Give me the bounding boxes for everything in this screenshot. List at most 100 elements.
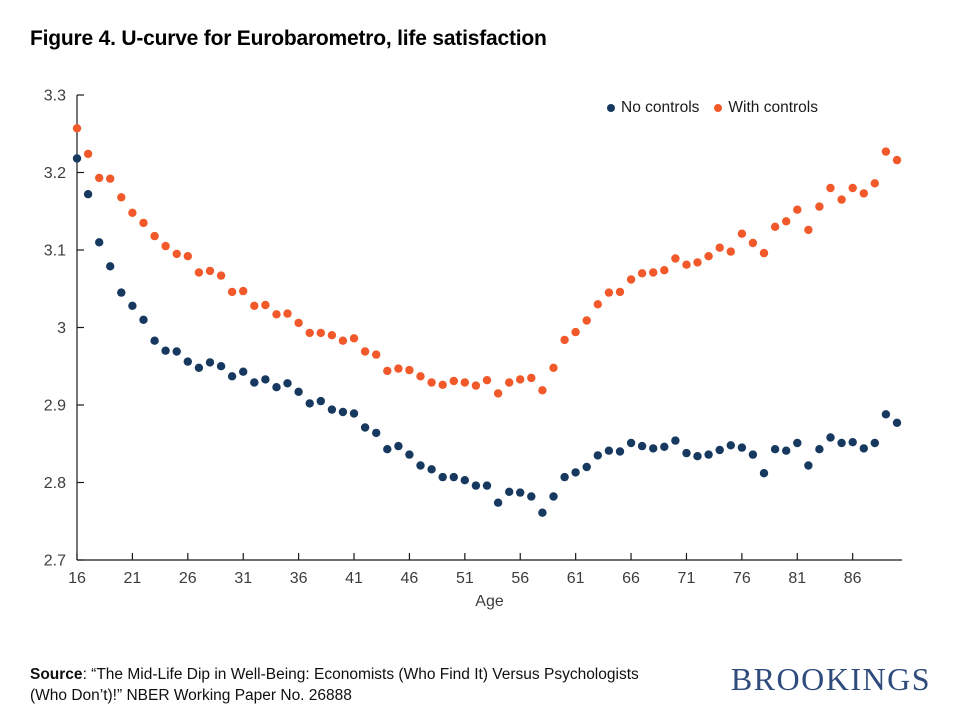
legend-label-with-controls: With controls xyxy=(728,99,818,116)
chart-points xyxy=(72,124,902,517)
data-point-no-controls xyxy=(349,409,359,418)
data-point-no-controls xyxy=(372,428,381,438)
data-point-with-controls xyxy=(527,373,536,383)
data-point-no-controls xyxy=(626,438,636,448)
data-point-no-controls xyxy=(460,476,469,485)
legend-dot-with-controls-icon xyxy=(714,104,723,112)
data-point-with-controls xyxy=(117,193,126,202)
data-point-no-controls xyxy=(637,441,647,451)
data-point-with-controls xyxy=(272,310,281,319)
data-point-no-controls xyxy=(660,442,669,451)
y-tick-label: 3.1 xyxy=(44,243,66,260)
data-point-no-controls xyxy=(505,487,514,496)
data-point-no-controls xyxy=(394,441,403,451)
data-point-no-controls xyxy=(83,190,93,199)
x-tick-label: 71 xyxy=(678,570,696,587)
data-point-with-controls xyxy=(493,389,503,398)
legend-dot-no-controls-icon xyxy=(607,104,615,112)
data-point-with-controls xyxy=(693,258,702,267)
data-point-with-controls xyxy=(582,316,591,325)
data-point-no-controls xyxy=(582,462,591,472)
data-point-with-controls xyxy=(405,365,414,375)
data-point-no-controls xyxy=(128,301,137,310)
x-tick-label: 51 xyxy=(456,570,474,587)
data-point-no-controls xyxy=(117,288,126,297)
data-point-with-controls xyxy=(804,225,813,235)
data-point-with-controls xyxy=(83,149,93,159)
x-axis-title: Age xyxy=(475,593,504,610)
data-point-with-controls xyxy=(172,249,181,259)
data-point-with-controls xyxy=(737,229,747,238)
data-point-no-controls xyxy=(826,433,835,442)
data-point-no-controls xyxy=(194,363,204,372)
data-point-no-controls xyxy=(183,357,192,366)
data-point-with-controls xyxy=(161,241,170,251)
data-point-no-controls xyxy=(216,362,226,371)
data-point-no-controls xyxy=(671,436,680,445)
data-point-with-controls xyxy=(128,208,137,217)
data-point-with-controls xyxy=(859,189,868,198)
data-point-no-controls xyxy=(682,448,691,458)
data-point-no-controls xyxy=(604,446,614,455)
data-point-with-controls xyxy=(516,375,525,384)
data-point-no-controls xyxy=(161,346,170,355)
data-point-with-controls xyxy=(881,147,891,156)
data-point-with-controls xyxy=(394,364,403,373)
data-point-with-controls xyxy=(250,301,259,310)
data-point-no-controls xyxy=(649,444,658,453)
data-point-no-controls xyxy=(793,438,802,448)
data-point-no-controls xyxy=(305,399,314,408)
data-point-no-controls xyxy=(815,445,824,454)
data-point-no-controls xyxy=(239,367,248,376)
data-point-with-controls xyxy=(95,173,104,183)
data-point-with-controls xyxy=(782,217,791,226)
data-point-no-controls xyxy=(615,447,625,456)
source-note: Source: “The Mid-Life Dip in Well-Being:… xyxy=(30,664,680,707)
data-point-no-controls xyxy=(283,379,292,388)
data-point-with-controls xyxy=(560,335,569,345)
data-point-with-controls xyxy=(660,266,669,275)
source-label: Source xyxy=(30,665,83,683)
data-point-no-controls xyxy=(438,472,447,482)
data-point-no-controls xyxy=(859,444,868,453)
x-tick-label: 61 xyxy=(567,570,585,587)
data-point-no-controls xyxy=(205,358,215,367)
data-point-no-controls xyxy=(405,450,414,459)
legend-item-no-controls: No controls xyxy=(607,99,699,117)
data-point-no-controls xyxy=(759,469,769,478)
data-point-with-controls xyxy=(482,376,492,385)
y-tick-label: 2.7 xyxy=(44,553,66,570)
data-point-with-controls xyxy=(106,174,115,183)
data-point-with-controls xyxy=(549,363,558,372)
data-point-with-controls xyxy=(316,328,325,338)
data-point-no-controls xyxy=(172,347,181,356)
x-tick-label: 86 xyxy=(844,570,862,587)
data-point-no-controls xyxy=(360,423,370,432)
data-point-with-controls xyxy=(305,328,314,338)
data-point-no-controls xyxy=(527,492,536,501)
data-point-with-controls xyxy=(770,222,780,231)
source-text-line2: (Who Don’t)!” NBER Working Paper No. 268… xyxy=(30,687,352,704)
data-point-with-controls xyxy=(626,275,636,284)
data-point-with-controls xyxy=(726,247,735,256)
data-point-with-controls xyxy=(793,205,802,214)
legend-item-with-controls: With controls xyxy=(714,99,818,117)
data-point-with-controls xyxy=(372,350,381,359)
data-point-no-controls xyxy=(892,418,902,427)
data-point-no-controls xyxy=(516,488,525,497)
data-point-with-controls xyxy=(815,202,824,211)
data-point-with-controls xyxy=(294,318,303,328)
x-tick-label: 66 xyxy=(622,570,640,587)
data-point-no-controls xyxy=(748,450,758,459)
legend-label-no-controls: No controls xyxy=(621,99,700,116)
y-tick-label: 3 xyxy=(57,320,66,337)
data-point-no-controls xyxy=(95,238,104,247)
data-point-with-controls xyxy=(460,378,469,387)
data-point-with-controls xyxy=(649,268,658,277)
data-point-with-controls xyxy=(748,238,758,248)
source-text-line1: : “The Mid-Life Dip in Well-Being: Econo… xyxy=(82,665,639,683)
data-point-with-controls xyxy=(848,183,857,193)
data-point-no-controls xyxy=(571,468,580,477)
data-point-with-controls xyxy=(416,372,425,381)
